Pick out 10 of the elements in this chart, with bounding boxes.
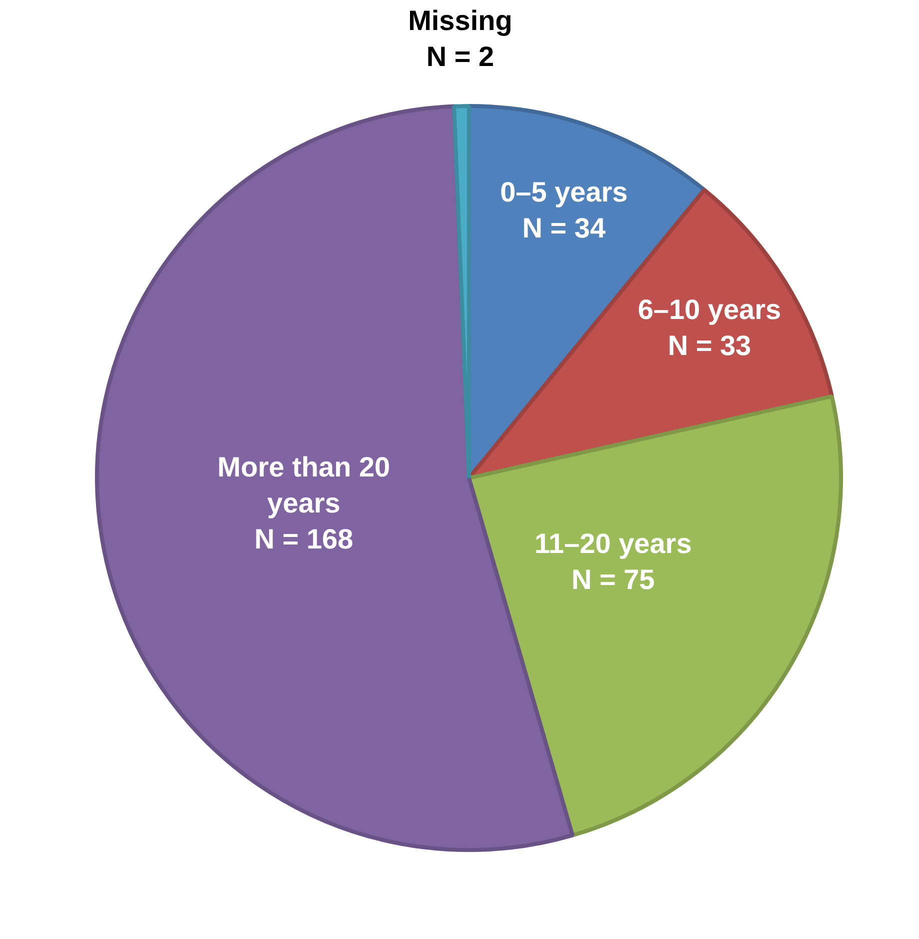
slice-label: 11–20 years xyxy=(534,528,692,559)
data-label: N = 168 xyxy=(254,524,354,555)
data-label: N = 34 xyxy=(522,212,606,244)
slice-label: 6–10 years xyxy=(638,294,782,326)
slice-label: Missing xyxy=(408,4,512,36)
data-label: N = 33 xyxy=(668,330,752,362)
slice-label: More than 20 years xyxy=(217,452,390,519)
slice-label: 0–5 years xyxy=(500,176,628,208)
data-label: N = 2 xyxy=(426,40,494,72)
data-label: N = 75 xyxy=(571,564,655,595)
